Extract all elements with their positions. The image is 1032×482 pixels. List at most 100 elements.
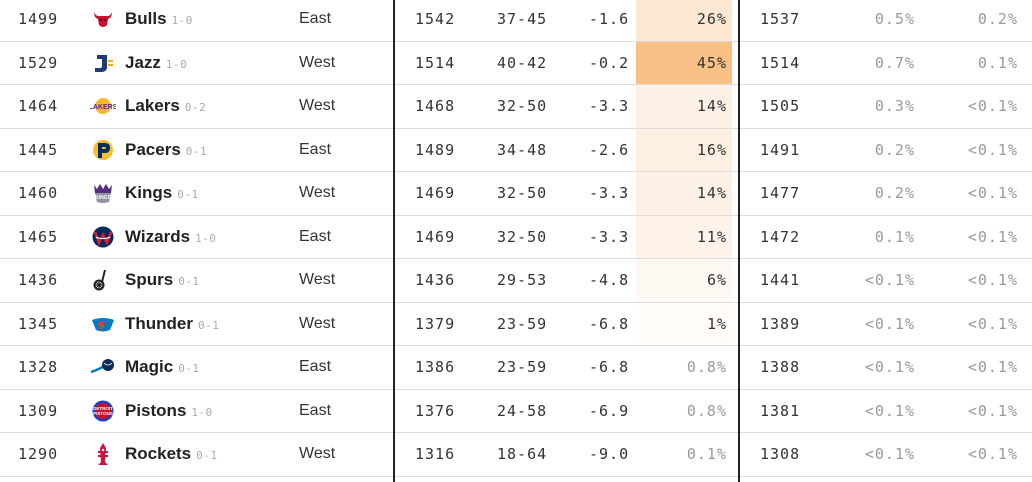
projected-elo: 1316 bbox=[415, 445, 456, 464]
win-title-chance: 0.2% bbox=[977, 10, 1018, 29]
team-name[interactable]: Bulls bbox=[125, 9, 167, 29]
team-record: 0-1 bbox=[178, 275, 200, 289]
team-cell[interactable]: Spurs 0-1 bbox=[125, 259, 200, 302]
win-title-chance: <0.1% bbox=[967, 314, 1018, 333]
elo-rating: 1345 bbox=[18, 314, 59, 333]
team-record: 0-1 bbox=[177, 188, 199, 202]
team-name[interactable]: Pistons bbox=[125, 400, 187, 420]
projected-elo: 1379 bbox=[415, 314, 456, 333]
lakers-icon: LAKERS bbox=[90, 85, 116, 128]
projected-record: 40-42 bbox=[497, 53, 548, 72]
point-differential: -2.6 bbox=[589, 140, 630, 159]
team-record: 0-1 bbox=[178, 362, 200, 376]
team-cell[interactable]: Pistons 1-0 bbox=[125, 390, 213, 433]
conference: West bbox=[299, 97, 336, 115]
team-record: 1-0 bbox=[171, 14, 193, 28]
make-playoffs-chance: 14% bbox=[636, 172, 732, 215]
conference: West bbox=[299, 314, 336, 332]
make-finals-chance: 0.3% bbox=[874, 97, 915, 116]
projected-record: 32-50 bbox=[497, 184, 548, 203]
final-elo: 1472 bbox=[760, 227, 801, 246]
make-finals-chance: <0.1% bbox=[864, 314, 915, 333]
svg-text:KINGS: KINGS bbox=[95, 195, 112, 201]
team-name[interactable]: Pacers bbox=[125, 139, 181, 159]
jazz-icon bbox=[90, 42, 116, 85]
conference: West bbox=[299, 445, 336, 463]
win-title-chance: 0.1% bbox=[977, 53, 1018, 72]
projected-record: 34-48 bbox=[497, 140, 548, 159]
make-finals-chance: 0.2% bbox=[874, 184, 915, 203]
final-elo: 1491 bbox=[760, 140, 801, 159]
projected-record: 32-50 bbox=[497, 97, 548, 116]
elo-rating: 1465 bbox=[18, 227, 59, 246]
column-divider-right bbox=[738, 0, 740, 482]
table-row: 1345 Thunder 0-1 West 1379 23-59 -6.8 1%… bbox=[0, 302, 1032, 346]
table-row: 1465 Wizards 1-0 East 1469 32-50 -3.3 11… bbox=[0, 215, 1032, 259]
projected-record: 18-64 bbox=[497, 445, 548, 464]
rockets-icon bbox=[90, 433, 116, 476]
elo-rating: 1464 bbox=[18, 97, 59, 116]
final-elo: 1381 bbox=[760, 401, 801, 420]
wizards-icon bbox=[90, 216, 116, 259]
projected-record: 24-58 bbox=[497, 401, 548, 420]
table-row: 1529 Jazz 1-0 West 1514 40-42 -0.2 45% 1… bbox=[0, 41, 1032, 85]
team-cell[interactable]: Lakers 0-2 bbox=[125, 85, 206, 128]
elo-rating: 1460 bbox=[18, 184, 59, 203]
make-playoffs-chance: 0.1% bbox=[636, 433, 732, 476]
elo-rating: 1290 bbox=[18, 445, 59, 464]
conference: East bbox=[299, 140, 332, 158]
team-name[interactable]: Magic bbox=[125, 357, 174, 377]
projected-elo: 1436 bbox=[415, 271, 456, 290]
make-finals-chance: 0.7% bbox=[874, 53, 915, 72]
final-elo: 1537 bbox=[760, 10, 801, 29]
team-cell[interactable]: Kings 0-1 bbox=[125, 172, 199, 215]
team-record: 1-0 bbox=[195, 231, 217, 245]
team-record: 0-2 bbox=[184, 101, 207, 115]
svg-text:LAKERS: LAKERS bbox=[90, 104, 116, 111]
conference: West bbox=[299, 53, 336, 71]
team-record: 0-1 bbox=[196, 449, 218, 463]
team-cell[interactable]: Magic 0-1 bbox=[125, 346, 200, 389]
team-name[interactable]: Rockets bbox=[125, 444, 192, 464]
team-cell[interactable]: Rockets 0-1 bbox=[125, 433, 218, 476]
team-name[interactable]: Kings bbox=[125, 183, 173, 203]
team-cell[interactable]: Jazz 1-0 bbox=[125, 42, 187, 85]
team-cell[interactable]: Bulls 1-0 bbox=[125, 0, 193, 41]
table-row: 1309 DETROIT PISTONS Pistons 1-0 East 137… bbox=[0, 389, 1032, 433]
make-finals-chance: <0.1% bbox=[864, 358, 915, 377]
pistons-icon: DETROIT PISTONS bbox=[90, 390, 116, 433]
team-cell[interactable]: Wizards 1-0 bbox=[125, 216, 216, 259]
svg-text:PISTONS: PISTONS bbox=[93, 411, 113, 416]
make-playoffs-chance: 16% bbox=[636, 128, 732, 171]
team-cell[interactable]: Thunder 0-1 bbox=[125, 303, 219, 346]
team-name[interactable]: Lakers bbox=[125, 96, 180, 116]
table-row: 1328 Magic 0-1 East 1386 23-59 -6.8 0.8%… bbox=[0, 346, 1032, 390]
team-name[interactable]: Thunder bbox=[125, 313, 193, 333]
point-differential: -3.3 bbox=[589, 97, 630, 116]
point-differential: -3.3 bbox=[589, 184, 630, 203]
make-playoffs-chance: 1% bbox=[636, 302, 732, 345]
projected-elo: 1469 bbox=[415, 184, 456, 203]
win-title-chance: <0.1% bbox=[967, 271, 1018, 290]
elo-rating: 1445 bbox=[18, 140, 59, 159]
team-cell[interactable]: Pacers 0-1 bbox=[125, 129, 207, 172]
projected-record: 37-45 bbox=[497, 10, 548, 29]
final-elo: 1441 bbox=[760, 271, 801, 290]
team-name[interactable]: Spurs bbox=[125, 270, 174, 290]
point-differential: -9.0 bbox=[589, 445, 630, 464]
projected-elo: 1468 bbox=[415, 97, 456, 116]
svg-text:DETROIT: DETROIT bbox=[93, 406, 113, 411]
final-elo: 1308 bbox=[760, 445, 801, 464]
make-finals-chance: 0.1% bbox=[874, 227, 915, 246]
team-name[interactable]: Wizards bbox=[125, 226, 191, 246]
table-row: 1460 KINGS Kings 0-1 West 1469 32-50 -3.… bbox=[0, 172, 1032, 216]
make-finals-chance: 0.2% bbox=[874, 140, 915, 159]
table-row: 1436 Spurs 0-1 West 1436 29-53 -4.8 6% 1… bbox=[0, 259, 1032, 303]
team-name[interactable]: Jazz bbox=[125, 52, 161, 72]
make-playoffs-chance: 0.8% bbox=[636, 346, 732, 389]
win-title-chance: <0.1% bbox=[967, 140, 1018, 159]
elo-rating: 1309 bbox=[18, 401, 59, 420]
win-title-chance: <0.1% bbox=[967, 227, 1018, 246]
conference: East bbox=[299, 401, 332, 419]
